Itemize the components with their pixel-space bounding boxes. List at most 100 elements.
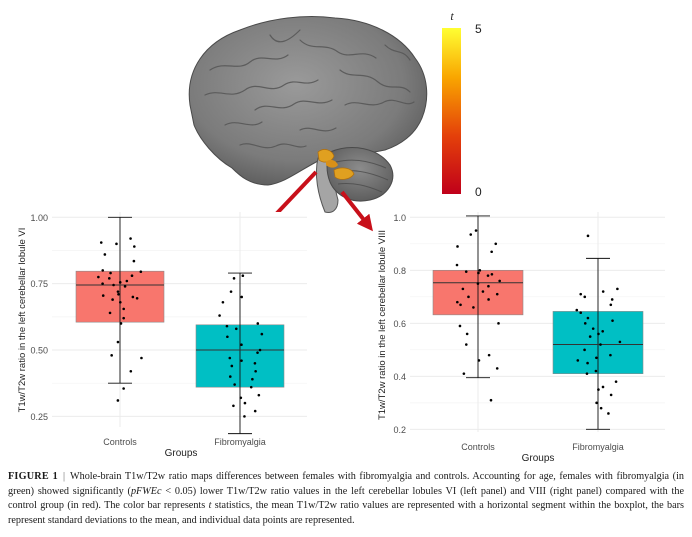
data-point [495,292,499,296]
data-point [253,361,257,365]
significant-cluster-lobule-viii [333,167,355,180]
data-point [601,385,605,389]
data-point [489,398,493,402]
y-tick-label: 0.8 [393,266,406,276]
caption-separator: | [62,471,65,482]
data-point [232,404,235,408]
data-point [99,241,103,244]
data-point [599,343,602,346]
brain-image [188,16,428,213]
data-point [609,393,613,397]
arrow-right [340,190,373,232]
data-point [119,322,123,325]
data-point [123,285,127,288]
y-axis-label: T1w/T2w ratio in the left cerebellar lob… [17,228,28,413]
data-point [135,296,139,300]
data-point [456,245,459,248]
y-axis-label: T1w/T2w ratio in the left cerebellar lob… [377,230,388,420]
data-point [467,295,470,299]
data-point [498,279,501,283]
figure-label: FIGURE 1 [8,471,58,482]
x-tick-label: Fibromyalgia [572,442,624,452]
data-point [487,284,490,288]
colorbar: t 5 0 [442,9,482,199]
data-point [122,307,125,311]
data-point [110,354,113,357]
data-point [618,340,622,344]
data-point [122,316,125,320]
brain-folds [204,29,415,149]
data-point [116,340,120,344]
data-point [101,294,105,297]
data-point [240,359,243,362]
data-point [583,322,587,325]
x-axis-label: Groups [165,448,198,459]
data-point [611,319,614,322]
data-point [494,242,498,246]
data-point [133,245,136,248]
data-point [614,380,618,383]
y-tick-label: 0.6 [393,319,406,329]
y-tick-label: 0.4 [393,372,406,382]
data-point [579,292,583,296]
data-point [256,322,260,325]
data-point [253,409,257,413]
data-point [131,295,135,299]
data-point [254,369,257,373]
data-point [221,300,225,304]
data-point [583,348,586,352]
data-point [115,242,118,246]
data-point [607,412,610,415]
data-point [218,314,221,317]
data-point [111,298,114,301]
data-point [597,388,600,391]
data-point [232,277,236,280]
data-point [481,290,485,293]
data-point [610,298,614,301]
data-point [474,229,478,232]
significant-cluster-lobule-vi [317,149,335,163]
data-point [585,372,589,375]
x-tick-label: Controls [103,437,137,447]
data-point [597,332,600,336]
y-tick-label: 0.2 [393,425,406,435]
data-point [599,406,603,410]
data-point [229,290,233,293]
data-point [257,393,261,397]
data-point [249,385,253,389]
data-point [490,250,493,254]
data-point [469,233,473,236]
data-point [101,269,105,272]
x-tick-label: Fibromyalgia [214,437,266,447]
data-point [122,387,125,390]
data-point [616,287,619,291]
boxplot-panel-lobule-viii: 0.2 0.4 0.6 0.8 1.0 Controls Fibromyalgia T1w… [377,212,665,464]
data-point [586,361,589,365]
data-point [477,271,480,275]
data-point [465,332,469,336]
data-point [586,234,590,238]
data-point [586,316,590,320]
data-point [251,377,254,381]
data-point [234,327,238,331]
data-point [576,359,580,362]
data-point [609,303,613,307]
data-point [129,237,132,240]
colorbar-min-label: 0 [475,185,482,199]
data-point [140,356,143,360]
data-point [487,298,490,301]
y-tick-label: 1.0 [393,213,406,223]
boxplot-panel-lobule-vi: 0.25 0.50 0.75 1.00 Controls Fibromyalgia T1… [17,212,307,459]
data-point [490,272,494,276]
data-point [103,253,107,256]
data-point [258,348,262,352]
data-point [478,269,482,272]
data-point [130,274,134,278]
data-point [464,343,468,346]
data-point [595,356,598,360]
data-point [256,351,259,354]
caption-text-2: < 0.05) lower T1w/T2w ratio values in th… [8,485,684,512]
colorbar-title: t [450,9,454,23]
data-point [591,327,595,330]
data-point [601,329,605,333]
